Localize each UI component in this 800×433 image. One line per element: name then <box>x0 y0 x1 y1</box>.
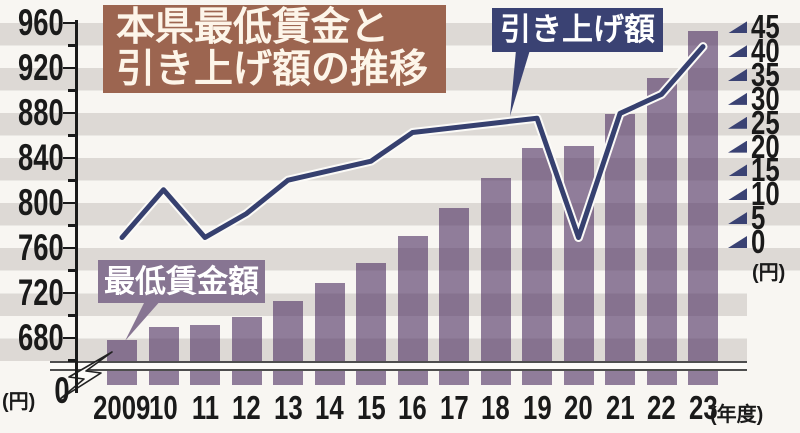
x-axis-label: 13 <box>273 389 303 426</box>
right-axis-label: 15 <box>751 151 780 189</box>
left-axis-tick <box>63 336 77 340</box>
right-axis-label: 25 <box>751 103 780 141</box>
left-axis-tick <box>63 246 77 250</box>
x-axis-label: 21 <box>605 389 635 426</box>
wage-bar <box>480 178 511 385</box>
right-axis-label: 5 <box>751 199 766 237</box>
wage-bar <box>522 147 552 385</box>
x-axis-label: 23 <box>688 389 718 426</box>
wage-series-label: 最低賃金額 <box>98 260 265 303</box>
wage-bar <box>231 316 262 385</box>
wage-bar <box>688 30 718 385</box>
right-axis-label: 10 <box>751 175 780 213</box>
left-axis-label: 920 <box>18 47 64 88</box>
left-axis-label: 960 <box>18 2 64 43</box>
left-axis-minor-tick <box>68 269 77 272</box>
x-axis-label: 11 <box>191 389 219 426</box>
left-axis-label: 760 <box>18 227 64 268</box>
left-axis-label: 680 <box>18 317 64 358</box>
left-axis-minor-tick <box>68 224 77 227</box>
left-axis-tick <box>63 66 77 70</box>
chart-title-line2: 引き上げ額の推移 <box>116 48 429 91</box>
x-axis-label: 19 <box>522 389 552 426</box>
wage-bar <box>397 235 428 385</box>
wage-bar <box>148 326 179 385</box>
right-axis-unit: (円) <box>752 262 786 284</box>
left-axis-minor-tick <box>68 314 77 317</box>
right-axis-label: 35 <box>751 56 780 94</box>
left-axis-unit: (円) <box>2 391 36 413</box>
wage-bar <box>563 145 594 385</box>
right-axis-label: 30 <box>751 79 780 117</box>
left-axis-label: 880 <box>18 92 64 133</box>
left-axis-minor-tick <box>68 179 77 182</box>
increase-series-label: 引き上げ額 <box>492 8 663 52</box>
wage-bar <box>605 114 635 385</box>
left-axis-line <box>75 20 78 393</box>
left-axis-minor-tick <box>68 89 77 92</box>
x-axis-label: 16 <box>398 389 427 426</box>
axis-break-double-line <box>50 361 747 371</box>
x-axis-label: 22 <box>647 389 676 426</box>
left-axis-minor-tick <box>68 134 77 137</box>
x-axis-label: 15 <box>356 389 386 426</box>
chart-title-line1: 本県最低賃金と <box>116 6 390 49</box>
left-axis-minor-tick <box>68 44 77 47</box>
left-axis-label: 720 <box>18 272 64 313</box>
wage-bar <box>646 78 677 385</box>
right-axis-label: 0 <box>751 223 766 260</box>
x-axis-label: 20 <box>564 389 593 426</box>
left-axis-tick <box>63 111 77 115</box>
wage-bar <box>273 300 303 385</box>
wage-bar <box>190 324 220 385</box>
left-axis-tick <box>63 201 77 205</box>
wage-bar <box>439 207 469 385</box>
left-axis-tick <box>63 21 77 25</box>
right-axis-label: 20 <box>751 127 780 165</box>
right-axis-label: 45 <box>751 8 780 46</box>
right-axis-label: 40 <box>751 32 780 70</box>
x-axis-label: 17 <box>439 389 469 426</box>
chart-title-badge: 本県最低賃金と 引き上げ額の推移 <box>103 5 446 93</box>
x-axis-label: 18 <box>481 389 510 426</box>
x-axis-label: 14 <box>315 389 344 426</box>
left-axis-label: 840 <box>18 137 64 178</box>
x-axis-label: 10 <box>149 389 178 426</box>
left-axis-zero-label: 0 <box>54 370 70 411</box>
left-axis-label: 800 <box>18 182 64 223</box>
x-axis-unit: (年度) <box>710 404 764 426</box>
x-axis-label: 12 <box>232 389 261 426</box>
left-axis-tick <box>63 291 77 295</box>
left-axis-tick <box>63 156 77 160</box>
